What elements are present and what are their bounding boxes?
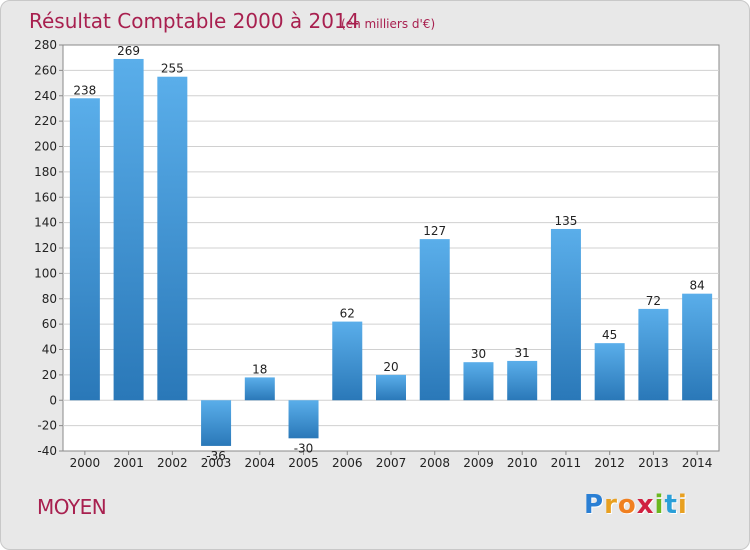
y-tick-label: 240 — [34, 89, 57, 103]
y-tick-label: -40 — [37, 444, 57, 458]
y-tick-label: 140 — [34, 216, 57, 230]
logo-letter: i — [654, 490, 665, 520]
value-labels: 238 269 255 -36 18 -30 62 20 127 30 31 135 45 72 84 — [73, 44, 704, 463]
bar-2012 — [594, 343, 625, 401]
bar-2008 — [419, 239, 450, 401]
y-tick-label: -20 — [37, 419, 57, 433]
bars — [69, 58, 713, 446]
value-label-2012: 45 — [602, 328, 617, 342]
commune-name: MOYEN — [37, 495, 107, 519]
logo-letter: P — [584, 490, 605, 520]
y-tick-label: 120 — [34, 241, 57, 255]
value-label-2007: 20 — [383, 360, 398, 374]
value-label-2011: 135 — [554, 214, 577, 228]
y-tick-label: 260 — [34, 63, 57, 77]
value-label-2000: 238 — [73, 83, 96, 97]
bar-2009 — [463, 362, 494, 401]
x-tick-label: 2010 — [507, 456, 538, 470]
y-tick-label: 80 — [42, 292, 57, 306]
y-axis-ticks: 280260240220200180160140120100806040200-… — [34, 38, 63, 458]
x-tick-label: 2007 — [376, 456, 407, 470]
x-tick-label: 2005 — [288, 456, 319, 470]
logo-letter: o — [617, 490, 637, 520]
y-tick-label: 40 — [42, 343, 57, 357]
bar-2013 — [638, 308, 669, 401]
x-tick-label: 2000 — [70, 456, 101, 470]
y-tick-label: 20 — [42, 368, 57, 382]
bar-2002 — [157, 76, 188, 401]
bar-2004 — [244, 377, 275, 401]
value-label-2006: 62 — [340, 307, 355, 321]
y-tick-label: 60 — [42, 317, 57, 331]
y-tick-label: 220 — [34, 114, 57, 128]
value-label-2002: 255 — [161, 62, 184, 76]
x-tick-label: 2013 — [638, 456, 669, 470]
value-label-2008: 127 — [423, 224, 446, 238]
bar-2011 — [550, 228, 581, 401]
x-tick-label: 2004 — [245, 456, 276, 470]
y-tick-label: 180 — [34, 165, 57, 179]
value-label-2004: 18 — [252, 362, 267, 376]
bar-2003 — [201, 400, 232, 446]
value-label-2013: 72 — [646, 294, 661, 308]
value-label-2014: 84 — [689, 279, 704, 293]
chart-title: Résultat Comptable 2000 à 2014 — [29, 9, 359, 33]
y-tick-label: 200 — [34, 140, 57, 154]
proxiti-logo: Proxiti — [584, 490, 688, 520]
value-label-2010: 31 — [515, 346, 530, 360]
y-tick-label: 280 — [34, 38, 57, 52]
value-label-2001: 269 — [117, 44, 140, 58]
logo-letter: t — [664, 490, 678, 520]
bar-2010 — [507, 360, 538, 401]
x-tick-label: 2009 — [463, 456, 494, 470]
x-tick-label: 2011 — [551, 456, 582, 470]
logo-letter: i — [677, 490, 688, 520]
y-tick-label: 160 — [34, 190, 57, 204]
value-label-2005: -30 — [294, 441, 314, 455]
y-tick-label: 100 — [34, 266, 57, 280]
bar-2005 — [288, 400, 319, 439]
bar-2001 — [113, 58, 144, 401]
bar-2007 — [376, 374, 406, 401]
value-label-2009: 30 — [471, 347, 486, 361]
x-tick-label: 2012 — [594, 456, 625, 470]
logo-letter: r — [604, 490, 618, 520]
bar-2000 — [69, 98, 100, 401]
bar-2014 — [682, 293, 713, 401]
x-axis-ticks: 2000 2001 2002 2003 2004 2005 2006 2007 2008 2009… — [70, 451, 713, 470]
x-tick-label: 2008 — [419, 456, 450, 470]
x-tick-label: 2014 — [682, 456, 713, 470]
value-label-2003: -36 — [206, 449, 226, 463]
logo-letter: x — [636, 490, 655, 520]
x-tick-label: 2006 — [332, 456, 363, 470]
bar-2006 — [332, 321, 363, 401]
y-tick-label: 0 — [49, 393, 57, 407]
x-tick-label: 2002 — [157, 456, 188, 470]
x-tick-label: 2003 — [201, 456, 232, 470]
chart-subtitle: (en milliers d'€) — [341, 17, 435, 31]
x-tick-label: 2001 — [113, 456, 144, 470]
